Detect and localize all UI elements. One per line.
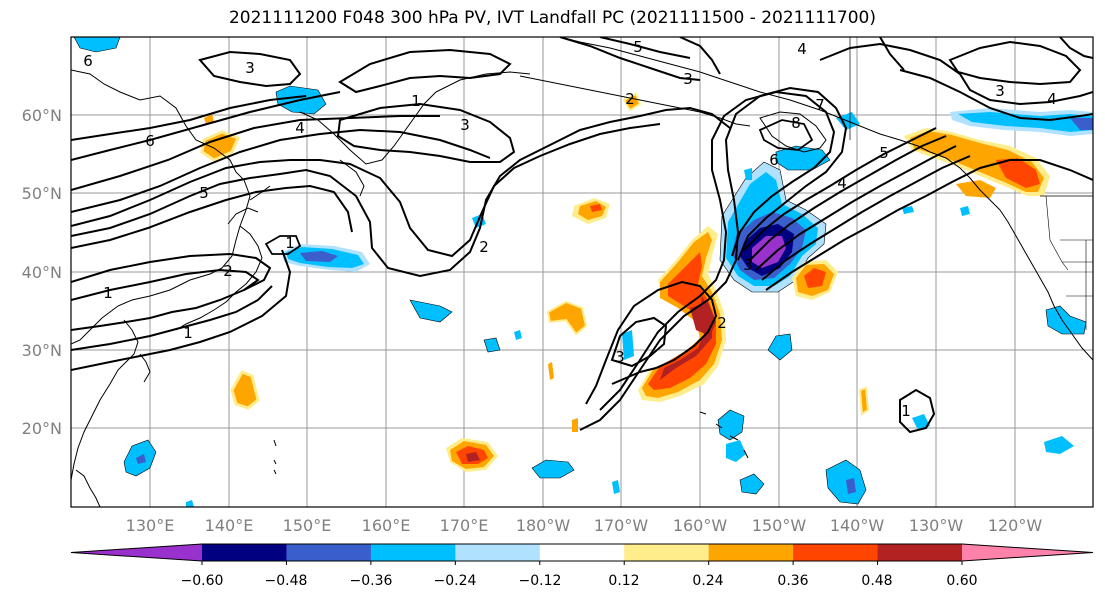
contour-label: 2 — [625, 90, 635, 108]
map-frame — [70, 36, 1094, 508]
contour-label: 5 — [199, 184, 209, 202]
map-title: 2021111200 F048 300 hPa PV, IVT Landfall… — [228, 8, 876, 28]
ivt-shading — [73, 37, 1093, 507]
lon-label: 120°W — [988, 516, 1043, 535]
contour-label: 5 — [879, 144, 889, 162]
contour-label: 6 — [83, 52, 93, 70]
lon-label: 170°E — [440, 516, 489, 535]
colorbar-tick-label: −0.48 — [265, 573, 308, 589]
colorbar-tick-label: −0.36 — [350, 573, 393, 589]
colorbar-tick-label: 0.48 — [861, 573, 892, 589]
contour-label: 4 — [797, 40, 807, 58]
colorbar-extend-high — [962, 544, 1093, 561]
colorbar-tick-label: 0.60 — [946, 573, 977, 589]
lat-label: 30°N — [22, 341, 62, 360]
lon-label: 180°W — [516, 516, 571, 535]
colorbar-tick-label: 0.12 — [608, 573, 639, 589]
lon-label: 160°W — [673, 516, 728, 535]
contour-label: 3 — [245, 59, 255, 77]
latitude-labels: 20°N 30°N 40°N 50°N 60°N — [22, 106, 62, 438]
gridlines — [71, 37, 1093, 507]
lon-label: 140°W — [830, 516, 885, 535]
longitude-labels: 130°E 140°E 150°E 160°E 170°E 180°W 170°… — [126, 516, 1043, 535]
lat-label: 50°N — [22, 184, 62, 203]
contour-label: 3 — [743, 256, 753, 274]
colorbar-tick-label: 0.24 — [692, 573, 723, 589]
colorbar-bin — [202, 544, 287, 561]
coastlines — [71, 37, 1093, 507]
contour-label: 6 — [145, 132, 155, 150]
colorbar-bin — [708, 544, 794, 561]
contour-label: 1 — [103, 284, 113, 302]
colorbar-extend-low — [71, 544, 202, 561]
colorbar-tick-labels: −0.60 −0.48 −0.36 −0.24 −0.12 0.12 0.24 … — [181, 573, 978, 589]
colorbar-tick-label: −0.12 — [519, 573, 562, 589]
contour-label: 3 — [615, 348, 625, 366]
contour-label: 1 — [411, 92, 421, 110]
colorbar-bin — [793, 544, 879, 561]
lon-label: 150°E — [283, 516, 332, 535]
colorbar-bin — [370, 544, 456, 561]
contour-label: 3 — [460, 116, 470, 134]
contour-label: 4 — [837, 174, 847, 192]
contour-label: 3 — [683, 70, 693, 88]
lat-label: 40°N — [22, 263, 62, 282]
colorbar-bin — [877, 544, 963, 561]
lon-label: 150°W — [752, 516, 807, 535]
contour-label: 4 — [295, 119, 305, 137]
colorbar-bin — [624, 544, 710, 561]
contour-label: 2 — [479, 238, 489, 256]
colorbar-tick-label: 0.36 — [777, 573, 808, 589]
lon-label: 140°E — [205, 516, 254, 535]
contour-label: 3 — [995, 82, 1005, 100]
lon-label: 170°W — [594, 516, 649, 535]
contour-label: 1 — [183, 324, 193, 342]
lat-label: 60°N — [22, 106, 62, 125]
contour-label: 1 — [901, 402, 911, 420]
colorbar — [70, 543, 1094, 565]
contour-label: 1 — [285, 234, 295, 252]
contour-label: 4 — [1047, 90, 1057, 108]
pv-contour-labels: 6 5 4 3 3 2 1 1 1 2 3 6 5 4 3 2 1 8 7 6 … — [83, 38, 1057, 420]
colorbar-tick-label: −0.24 — [434, 573, 477, 589]
contour-label: 6 — [769, 151, 779, 169]
colorbar-bin — [455, 544, 541, 561]
colorbar-bin — [286, 544, 372, 561]
contour-label: 2 — [223, 262, 233, 280]
contour-label: 7 — [815, 96, 825, 114]
colorbar-tick-label: −0.60 — [181, 573, 224, 589]
lon-label: 130°E — [126, 516, 175, 535]
colorbar-bin — [539, 544, 625, 561]
contour-label: 2 — [717, 314, 727, 332]
lon-label: 160°E — [362, 516, 411, 535]
lon-label: 130°W — [909, 516, 964, 535]
contour-label: 8 — [791, 114, 801, 132]
contour-label: 5 — [633, 38, 643, 56]
pv-contours — [71, 37, 1093, 434]
lat-label: 20°N — [22, 419, 62, 438]
